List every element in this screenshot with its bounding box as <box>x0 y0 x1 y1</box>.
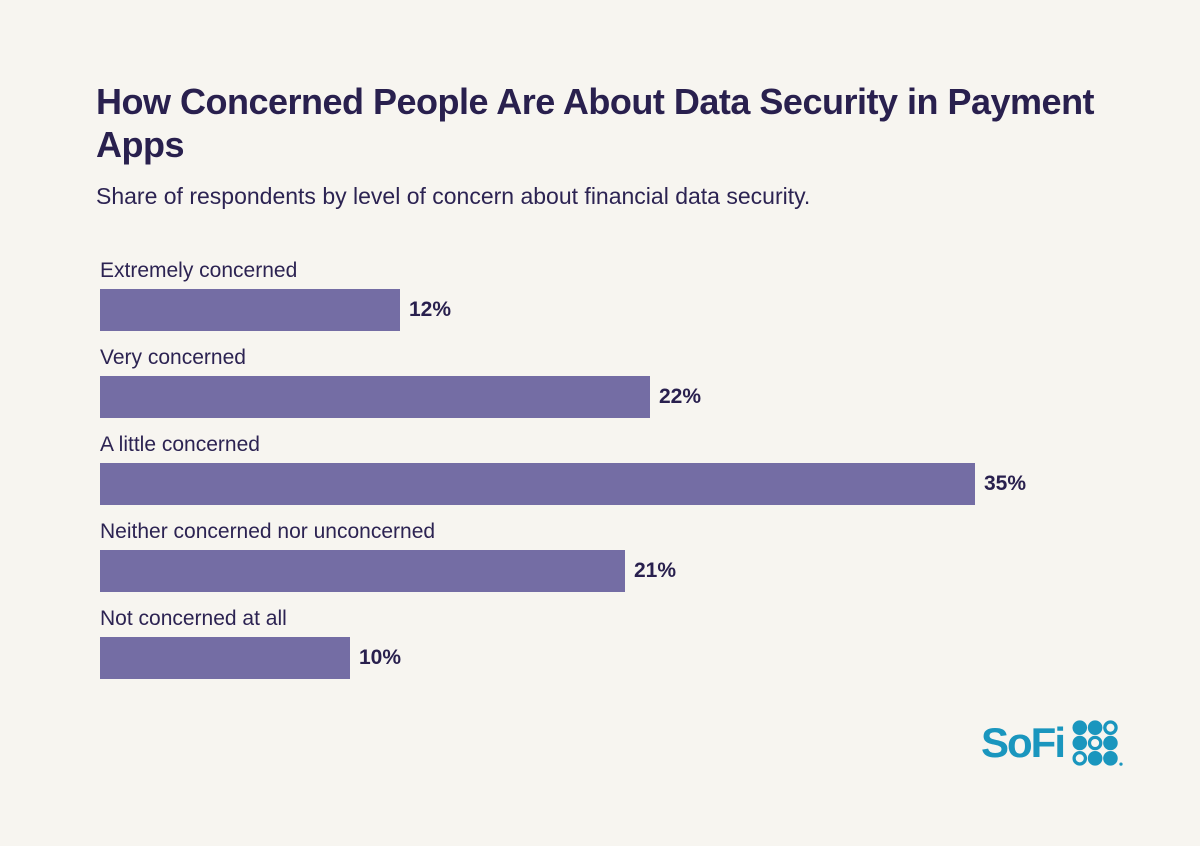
bar-track: 21% <box>100 550 1160 592</box>
bar-chart: Extremely concerned 12% Very concerned 22% A… <box>100 258 1160 693</box>
bar-track: 12% <box>100 289 1160 331</box>
bar-track: 10% <box>100 637 1160 679</box>
bar-row: Neither concerned nor unconcerned 21% <box>100 519 1160 592</box>
bar-category-label: Not concerned at all <box>100 607 287 630</box>
bar <box>100 637 350 679</box>
bar-track: 35% <box>100 463 1160 505</box>
sofi-dots-icon <box>1072 720 1123 766</box>
bar-category-label: Neither concerned nor unconcerned <box>100 520 436 543</box>
bar-value-label: 10% <box>359 646 402 669</box>
bar-value-label: 35% <box>984 472 1027 495</box>
bar-category-label: Extremely concerned <box>100 259 298 282</box>
bar-row: Extremely concerned 12% <box>100 258 1160 331</box>
bar-value-label: 21% <box>634 559 677 582</box>
bar-track: 22% <box>100 376 1160 418</box>
bar-row: Not concerned at all 10% <box>100 606 1160 679</box>
chart-subtitle: Share of respondents by level of concern… <box>96 183 811 209</box>
bar <box>100 289 400 331</box>
bar <box>100 463 975 505</box>
chart-title: How Concerned People Are About Data Secu… <box>96 81 1095 165</box>
sofi-wordmark: SoFi <box>981 719 1066 766</box>
bar-row: A little concerned 35% <box>100 432 1160 505</box>
bar <box>100 376 650 418</box>
sofi-logo: SoFi <box>981 719 1123 767</box>
bar-value-label: 22% <box>659 385 702 408</box>
bar-category-label: A little concerned <box>100 433 260 456</box>
bar-row: Very concerned 22% <box>100 345 1160 418</box>
bar-category-label: Very concerned <box>100 346 246 369</box>
bar-value-label: 12% <box>409 298 452 321</box>
bar <box>100 550 625 592</box>
